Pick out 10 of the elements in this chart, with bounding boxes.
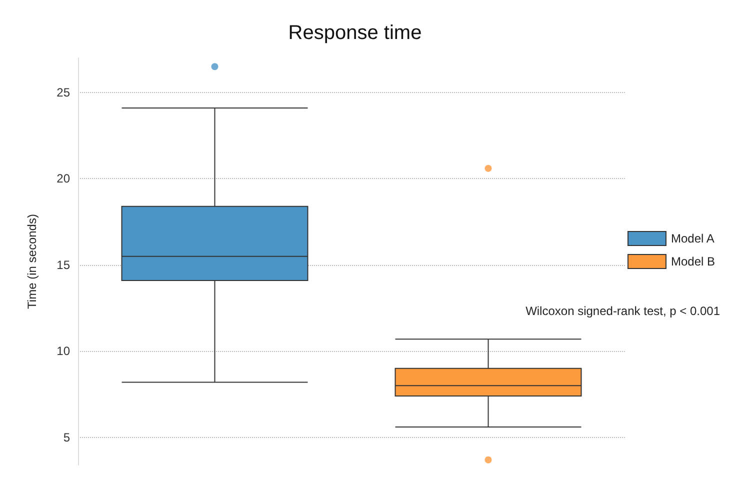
y-tick-label: 5 [63,430,70,444]
y-axis-title: Time (in seconds) [25,214,39,309]
y-tick-label: 15 [56,258,70,272]
chart-title: Response time [288,22,422,44]
legend-label: Model B [670,254,716,268]
y-tick-label: 10 [56,344,70,358]
y-tick-label: 20 [56,172,70,186]
y-tick-label: 25 [56,85,70,100]
annotation: Wilcoxon signed-rank test, p < 0.001 [526,304,720,318]
legend-label: Model A [670,232,714,246]
